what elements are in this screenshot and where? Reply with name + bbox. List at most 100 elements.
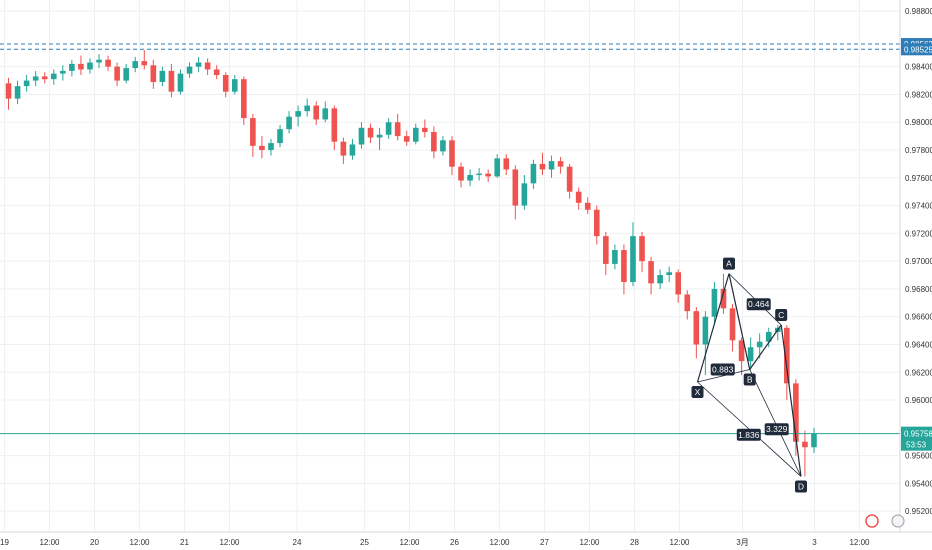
pattern-leg	[780, 324, 802, 477]
candle-body	[467, 175, 473, 181]
candle-body	[612, 250, 618, 264]
x-tick-label: 25	[360, 538, 369, 547]
pattern-point-label: D	[798, 481, 804, 491]
candle-body	[295, 111, 301, 117]
candle-body	[412, 127, 419, 142]
y-tick-label: 0.95600	[905, 452, 932, 461]
alert-icon	[865, 514, 879, 528]
candle-body	[331, 108, 338, 142]
candle-body	[693, 311, 700, 345]
candle-body	[222, 75, 229, 92]
ratio-box	[764, 423, 789, 436]
candle-body	[322, 108, 329, 120]
candle-body	[566, 166, 573, 192]
candle-body	[204, 62, 211, 70]
candle-body	[105, 59, 111, 67]
candle-body	[259, 145, 265, 151]
current-price-label: 0.95758	[904, 430, 932, 439]
pattern-point-label: X	[695, 387, 701, 397]
candle-body	[32, 76, 39, 81]
y-tick-label: 0.96400	[905, 340, 932, 349]
candle-body	[521, 183, 528, 206]
candle-body	[431, 131, 437, 152]
candle-body	[657, 275, 663, 284]
candle-body	[159, 70, 166, 82]
y-tick-label: 0.96600	[905, 313, 932, 322]
candle-body	[5, 83, 12, 99]
candle-body	[711, 288, 718, 317]
pattern-point-label: A	[726, 259, 732, 269]
x-tick-label: 19	[0, 538, 9, 547]
pattern-point-label: C	[778, 310, 784, 320]
candle-body	[512, 169, 519, 206]
candle-body	[78, 63, 84, 70]
ratio-box	[736, 428, 761, 441]
candle-body	[114, 66, 120, 81]
candle-body	[784, 327, 790, 384]
candle-body	[720, 288, 727, 309]
pattern-leg	[749, 324, 782, 370]
x-tick-label: 12:00	[39, 538, 60, 547]
candle-body	[403, 136, 410, 142]
candle-body	[241, 79, 247, 119]
candle-body	[584, 202, 591, 210]
candle-body	[96, 59, 102, 63]
candle-body	[358, 127, 365, 145]
y-tick-label: 0.96800	[905, 285, 932, 294]
candle-body	[231, 79, 238, 92]
level-price-label: 0.98525	[904, 45, 932, 54]
candle-body	[621, 250, 627, 282]
candle-body	[14, 86, 21, 99]
candle-body	[684, 294, 691, 312]
pattern-point-box	[795, 480, 807, 493]
candle-body	[23, 80, 30, 87]
candle-body	[548, 161, 555, 170]
candle-body	[150, 65, 157, 82]
x-tick-label: 3月	[736, 538, 748, 547]
ratio-label: 0.883	[712, 364, 734, 374]
candle-body	[367, 127, 374, 138]
pattern-leg	[696, 273, 730, 383]
ratio-box	[746, 298, 771, 311]
candle-body	[286, 116, 292, 130]
candle-body	[41, 76, 48, 80]
candle-body	[458, 166, 464, 181]
pattern-ratio-line	[697, 369, 750, 383]
candle-body	[177, 73, 184, 92]
y-tick-label: 0.97400	[905, 202, 932, 211]
candle-body	[530, 163, 537, 184]
x-tick-label: 21	[180, 538, 189, 547]
candle-body	[213, 69, 220, 76]
x-tick-label: 26	[450, 538, 459, 547]
candle-body	[132, 61, 139, 69]
candle-body	[87, 62, 93, 70]
y-tick-label: 0.97000	[905, 257, 932, 266]
candle-body	[168, 70, 175, 92]
x-tick-label: 20	[90, 538, 99, 547]
y-tick-label: 0.95200	[905, 507, 932, 516]
pattern-point-label: B	[747, 374, 753, 384]
y-tick-label: 0.97600	[905, 174, 932, 183]
candle-body	[802, 441, 808, 448]
x-tick-label: 24	[293, 538, 302, 547]
level-price-badge	[901, 43, 932, 56]
y-tick-label: 0.97800	[905, 146, 932, 155]
candle-body	[793, 383, 799, 442]
current-price-badge	[901, 426, 932, 451]
candle-body	[69, 63, 75, 71]
candle-body	[277, 129, 283, 144]
y-tick-label: 0.98200	[905, 90, 932, 99]
countdown-label: 53:53	[906, 441, 927, 450]
y-tick-label: 0.96200	[905, 368, 932, 377]
candle-body	[503, 158, 510, 170]
candle-body	[195, 62, 202, 67]
ratio-label: 3.329	[766, 424, 788, 434]
candle-body	[250, 118, 256, 146]
pattern-point-box	[691, 385, 704, 398]
candle-body	[60, 70, 66, 74]
candle-body	[449, 140, 455, 167]
candle-body	[702, 316, 709, 345]
pattern-ratio-line	[749, 369, 802, 477]
candle-body	[494, 158, 501, 177]
